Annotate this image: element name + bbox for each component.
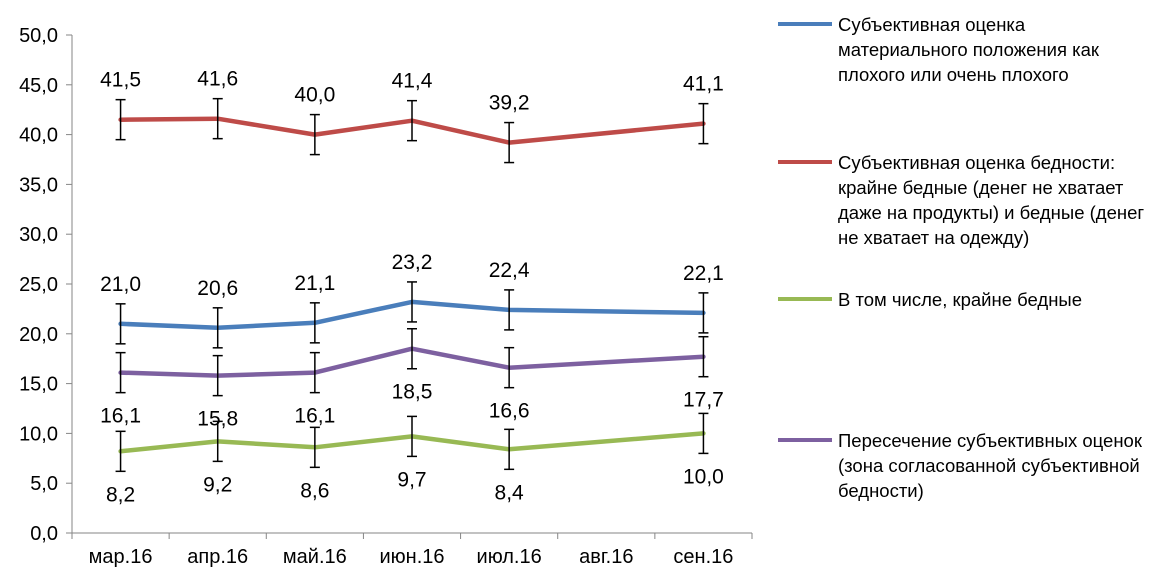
x-tick-label: апр.16	[187, 546, 248, 568]
data-label: 10,0	[683, 465, 724, 488]
data-label: 20,6	[197, 277, 238, 300]
data-label: 16,6	[489, 400, 530, 423]
data-label: 16,1	[294, 405, 335, 428]
error-bar	[407, 99, 417, 142]
y-tick-label: 15,0	[19, 374, 58, 396]
series-layer	[115, 97, 709, 473]
error-bar	[212, 97, 223, 140]
legend-label-extreme: В том числе, крайне бедные	[838, 289, 1082, 310]
y-tick-label: 10,0	[19, 423, 58, 445]
y-tick-label: 35,0	[19, 174, 58, 196]
error-bar	[698, 412, 709, 455]
data-label: 21,0	[100, 273, 141, 296]
legend-item-material: Субъективная оценка материального положе…	[778, 12, 1155, 87]
y-tick-label: 30,0	[19, 224, 58, 246]
error-bar	[698, 335, 709, 378]
x-tick-label: июл.16	[477, 546, 542, 568]
legend-label-poverty: Субъективная оценка бедности: крайне бед…	[838, 152, 1145, 248]
legend-swatch-material	[778, 22, 832, 26]
data-label: 16,1	[100, 405, 141, 428]
data-label: 40,0	[294, 84, 335, 107]
series-line-1	[118, 116, 706, 145]
data-label: 15,8	[197, 408, 238, 431]
x-tick-label: авг.16	[579, 546, 633, 568]
error-bar	[698, 102, 709, 145]
series-line-0	[118, 299, 706, 331]
error-bar	[407, 327, 417, 370]
legend-swatch-intersection	[778, 438, 832, 442]
data-label: 18,5	[392, 381, 433, 404]
x-tick-label: июн.16	[379, 546, 444, 568]
legend-item-intersection: Пересечение субъективных оценок (зона со…	[778, 428, 1155, 503]
legend-item-poverty: Субъективная оценка бедности: крайне бед…	[778, 150, 1155, 250]
data-label: 22,1	[683, 262, 724, 285]
error-bar	[504, 428, 515, 471]
legend-label-material: Субъективная оценка материального положе…	[838, 14, 1100, 85]
data-label: 39,2	[489, 92, 530, 115]
axes: 0,0 5,0 10,0 15,0 20,0 25,0 30,0 35,0 40,0 45,0 50…	[19, 25, 753, 568]
error-bar	[115, 430, 126, 473]
y-tick-label: 0,0	[30, 523, 58, 545]
series-line-3	[118, 346, 706, 378]
data-label: 41,5	[100, 69, 141, 92]
error-bar	[309, 351, 320, 394]
error-bar	[407, 281, 417, 323]
line-chart: 0,0 5,0 10,0 15,0 20,0 25,0 30,0 35,0 40,0 45,0 50…	[19, 25, 753, 568]
legend-swatch-poverty	[778, 160, 832, 164]
y-tick-label: 50,0	[19, 25, 58, 47]
series-line-2	[118, 431, 706, 454]
data-labels: 21,0 20,6 21,1 23,2 22,4 22,1 41,5 41,6 40,0 41,4…	[100, 68, 724, 507]
error-bar	[309, 302, 320, 344]
error-bar	[115, 98, 126, 141]
data-label: 9,2	[203, 473, 232, 496]
data-label: 9,7	[397, 468, 426, 491]
y-tick-label: 45,0	[19, 75, 58, 97]
legend: Субъективная оценка материального положе…	[778, 0, 1155, 580]
x-tick-label: мар.16	[89, 546, 153, 568]
data-label: 22,4	[489, 259, 530, 282]
data-label: 8,4	[495, 481, 525, 504]
y-tick-label: 5,0	[30, 473, 58, 495]
data-label: 23,2	[392, 251, 433, 274]
data-label: 17,7	[683, 389, 724, 412]
error-bar	[212, 420, 223, 463]
y-tick-label: 40,0	[19, 125, 58, 147]
error-bar	[115, 303, 126, 345]
x-tick-label: май.16	[283, 546, 347, 568]
error-bar	[504, 346, 515, 389]
legend-swatch-extreme	[778, 297, 832, 301]
data-label: 41,1	[683, 73, 724, 96]
data-label: 21,1	[294, 272, 335, 295]
x-tick-label: сен.16	[673, 546, 733, 568]
error-bar	[115, 351, 126, 394]
data-label: 8,6	[300, 479, 329, 502]
data-label: 41,4	[392, 70, 433, 93]
y-tick-label: 20,0	[19, 324, 58, 346]
error-bar	[407, 415, 417, 458]
y-tick-label: 25,0	[19, 274, 58, 296]
error-bar	[212, 354, 223, 397]
legend-label-intersection: Пересечение субъективных оценок (зона со…	[838, 430, 1142, 501]
error-bar	[309, 426, 320, 469]
error-bar	[698, 292, 709, 334]
error-bar	[212, 307, 223, 349]
error-bar	[504, 289, 515, 331]
data-label: 41,6	[197, 68, 238, 91]
error-bar	[504, 121, 515, 164]
error-bar	[309, 113, 320, 156]
legend-item-extreme: В том числе, крайне бедные	[778, 287, 1155, 312]
data-label: 8,2	[106, 483, 135, 506]
